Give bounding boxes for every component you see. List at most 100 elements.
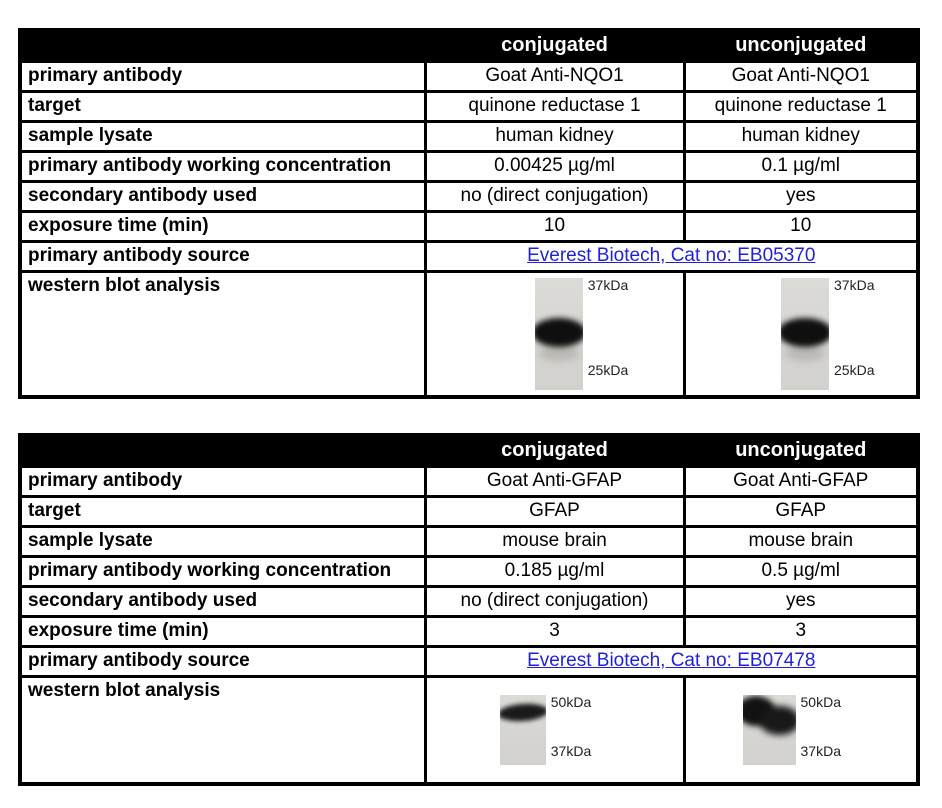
row-label-secondary-antibody: secondary antibody used: [18, 179, 427, 213]
row-label-primary-antibody: primary antibody: [18, 59, 427, 93]
row-label-antibody-source: primary antibody source: [18, 644, 427, 678]
blot-cell-conjugated: 37kDa 25kDa: [423, 269, 686, 399]
table-row: secondary antibody used no (direct conju…: [18, 584, 920, 618]
cell-value: Goat Anti-GFAP: [423, 464, 686, 498]
header-empty-cell: [18, 433, 427, 468]
cell-value: Goat Anti-NQO1: [423, 59, 686, 93]
source-link-eb05370[interactable]: Everest Biotech, Cat no: EB05370: [527, 245, 816, 266]
blot-band: [781, 318, 830, 348]
marker-bottom-label: 37kDa: [550, 743, 592, 760]
table-row: exposure time (min) 10 10: [18, 209, 920, 243]
source-cell: Everest Biotech, Cat no: EB07478: [423, 644, 920, 678]
marker-top-label: 37kDa: [587, 276, 629, 293]
marker-top-label: 50kDa: [550, 693, 592, 710]
cell-value: human kidney: [682, 119, 920, 153]
cell-value: 0.1 µg/ml: [682, 149, 920, 183]
western-blot-image-conjugated: 50kDa 37kDa: [499, 693, 592, 765]
header-row: conjugated unconjugated: [18, 433, 920, 468]
table-row: primary antibody working concentration 0…: [18, 149, 920, 183]
header-unconjugated: unconjugated: [682, 433, 920, 468]
cell-value: no (direct conjugation): [423, 584, 686, 618]
row-label-secondary-antibody: secondary antibody used: [18, 584, 427, 618]
marker-top-label: 37kDa: [834, 276, 875, 293]
western-blot-image-conjugated: 37kDa 25kDa: [534, 276, 629, 390]
cell-value: mouse brain: [682, 524, 920, 558]
table-row: primary antibody working concentration 0…: [18, 554, 920, 588]
cell-value: Goat Anti-NQO1: [682, 59, 920, 93]
blot-cell-unconjugated: 37kDa 25kDa: [682, 269, 920, 399]
cell-value: Goat Anti-GFAP: [682, 464, 920, 498]
cell-value: 3: [423, 614, 686, 648]
blot-band: [759, 705, 796, 736]
header-conjugated: conjugated: [423, 433, 686, 468]
header-empty-cell: [18, 28, 427, 63]
row-label-target: target: [18, 89, 427, 123]
cell-value: quinone reductase 1: [682, 89, 920, 123]
blot-band: [499, 702, 546, 723]
blot-band-smear: [784, 344, 826, 361]
row-label-sample-lysate: sample lysate: [18, 119, 427, 153]
table-row: primary antibody Goat Anti-NQO1 Goat Ant…: [18, 59, 920, 93]
row-label-exposure-time: exposure time (min): [18, 209, 427, 243]
table-row: target quinone reductase 1 quinone reduc…: [18, 89, 920, 123]
source-cell: Everest Biotech, Cat no: EB05370: [423, 239, 920, 273]
row-label-western-blot: western blot analysis: [18, 269, 427, 399]
table-row: target GFAP GFAP: [18, 494, 920, 528]
molecular-weight-markers: 37kDa 25kDa: [834, 276, 875, 390]
cell-value: yes: [682, 179, 920, 213]
western-blot-image-unconjugated: 37kDa 25kDa: [781, 276, 875, 390]
row-label-western-blot: western blot analysis: [18, 674, 427, 786]
table-row: sample lysate mouse brain mouse brain: [18, 524, 920, 558]
header-unconjugated: unconjugated: [682, 28, 920, 63]
source-link-eb07478[interactable]: Everest Biotech, Cat no: EB07478: [527, 650, 816, 671]
marker-top-label: 50kDa: [800, 693, 841, 710]
cell-value: 0.00425 µg/ml: [423, 149, 686, 183]
antibody-table-gfap: conjugated unconjugated primary antibody…: [18, 433, 920, 786]
header-conjugated: conjugated: [423, 28, 686, 63]
row-label-antibody-source: primary antibody source: [18, 239, 427, 273]
cell-value: no (direct conjugation): [423, 179, 686, 213]
blot-band: [534, 318, 583, 348]
cell-value: 0.5 µg/ml: [682, 554, 920, 588]
cell-value: 3: [682, 614, 920, 648]
row-label-target: target: [18, 494, 427, 528]
row-label-sample-lysate: sample lysate: [18, 524, 427, 558]
cell-value: mouse brain: [423, 524, 686, 558]
blot-band-smear: [538, 344, 579, 361]
source-row: primary antibody source Everest Biotech,…: [18, 239, 920, 273]
marker-bottom-label: 25kDa: [587, 362, 629, 379]
table-row: secondary antibody used no (direct conju…: [18, 179, 920, 213]
row-label-primary-antibody: primary antibody: [18, 464, 427, 498]
table-row: exposure time (min) 3 3: [18, 614, 920, 648]
blot-lane: [781, 277, 830, 390]
table-row: sample lysate human kidney human kidney: [18, 119, 920, 153]
blot-lane: [499, 694, 546, 765]
blot-cell-unconjugated: 50kDa 37kDa: [682, 674, 920, 786]
marker-bottom-label: 25kDa: [834, 362, 875, 379]
cell-value: yes: [682, 584, 920, 618]
blot-lane: [742, 694, 796, 765]
cell-value: 10: [682, 209, 920, 243]
row-label-working-concentration: primary antibody working concentration: [18, 554, 427, 588]
table-row: primary antibody Goat Anti-GFAP Goat Ant…: [18, 464, 920, 498]
blot-lane: [534, 277, 583, 390]
blot-cell-conjugated: 50kDa 37kDa: [423, 674, 686, 786]
source-row: primary antibody source Everest Biotech,…: [18, 644, 920, 678]
western-blot-row: western blot analysis 50kDa 37kDa: [18, 674, 920, 786]
molecular-weight-markers: 50kDa 37kDa: [800, 693, 841, 765]
antibody-table-nqo1: conjugated unconjugated primary antibody…: [18, 28, 920, 399]
cell-value: GFAP: [682, 494, 920, 528]
row-label-working-concentration: primary antibody working concentration: [18, 149, 427, 183]
cell-value: human kidney: [423, 119, 686, 153]
molecular-weight-markers: 50kDa 37kDa: [550, 693, 592, 765]
cell-value: GFAP: [423, 494, 686, 528]
western-blot-image-unconjugated: 50kDa 37kDa: [742, 693, 841, 765]
header-row: conjugated unconjugated: [18, 28, 920, 63]
cell-value: 0.185 µg/ml: [423, 554, 686, 588]
cell-value: 10: [423, 209, 686, 243]
marker-bottom-label: 37kDa: [800, 743, 841, 760]
western-blot-row: western blot analysis 37kDa 25kDa: [18, 269, 920, 399]
cell-value: quinone reductase 1: [423, 89, 686, 123]
molecular-weight-markers: 37kDa 25kDa: [587, 276, 629, 390]
